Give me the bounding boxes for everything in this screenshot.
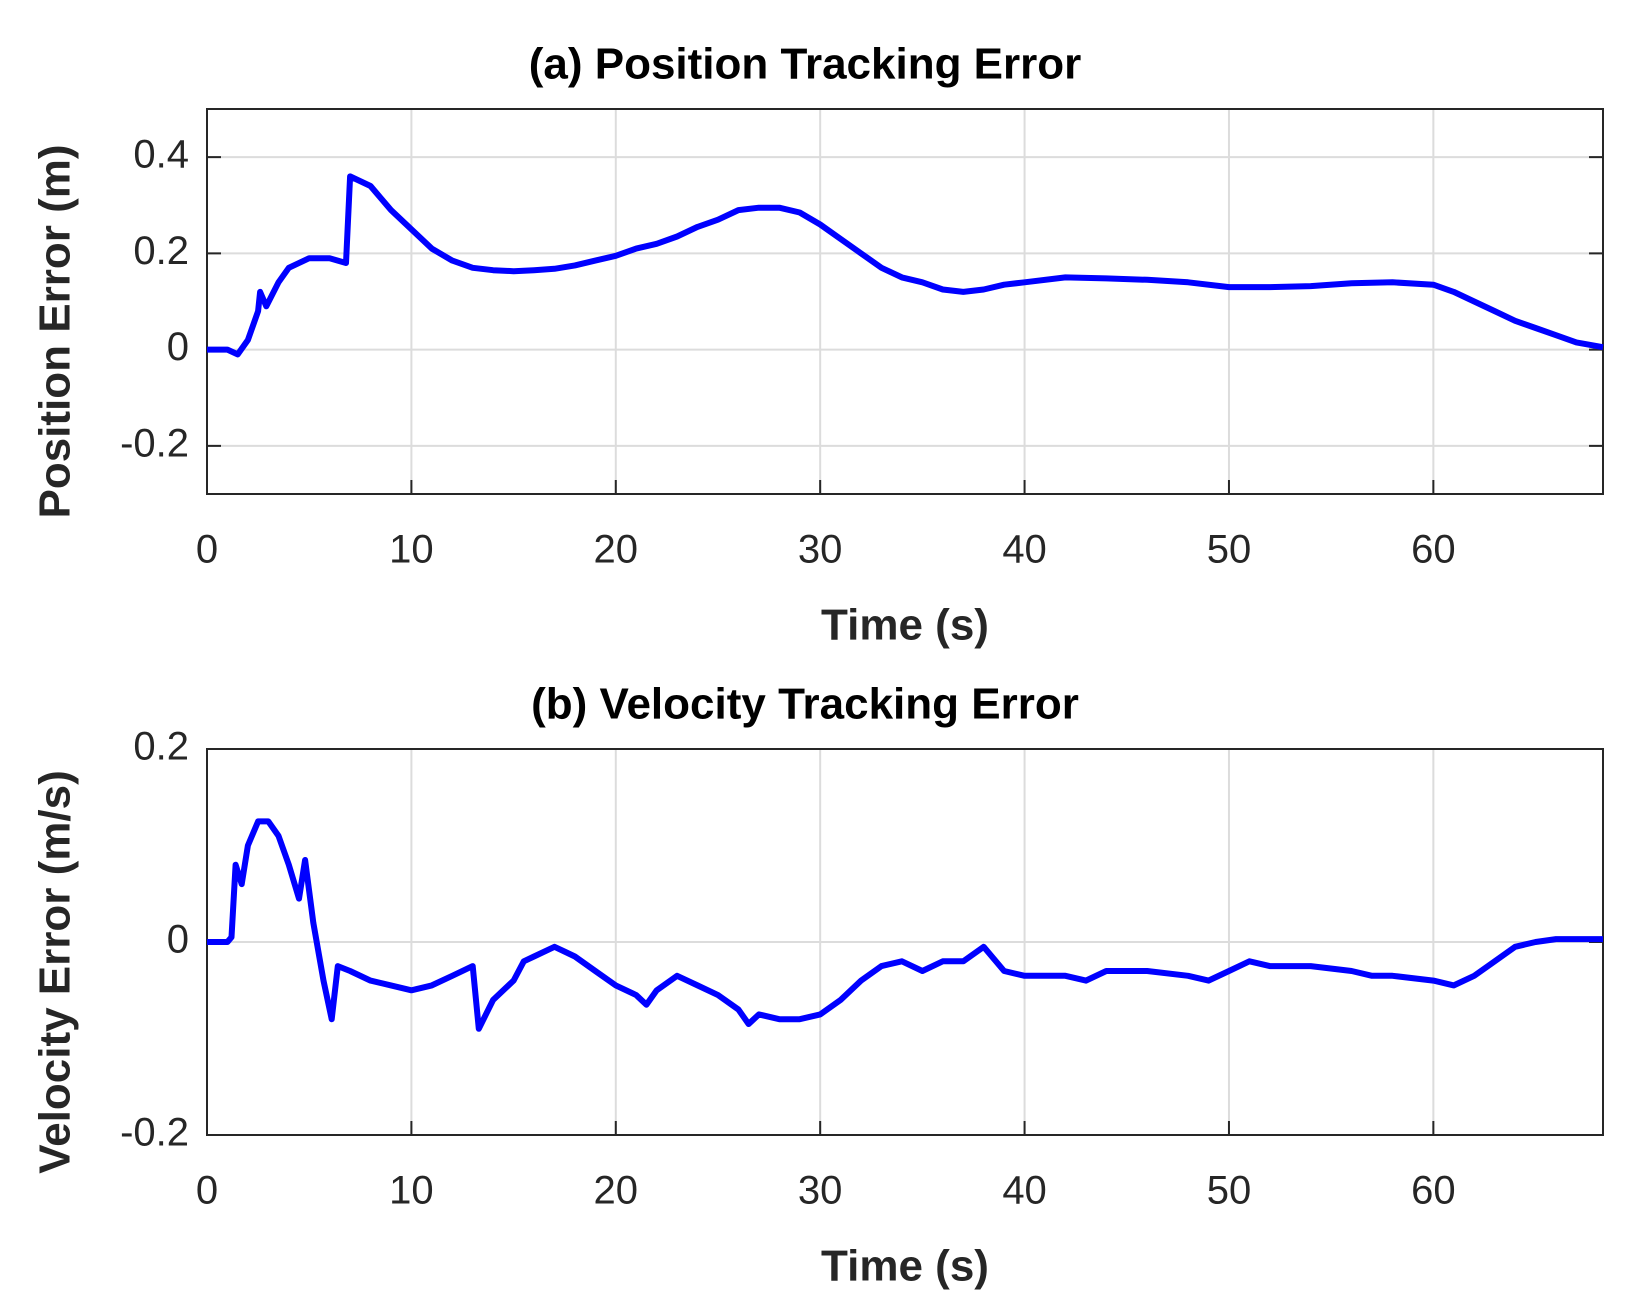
- x-tick-label: 10: [389, 528, 434, 572]
- x-tick-label: 50: [1207, 1169, 1252, 1213]
- x-tick-label: 0: [196, 528, 218, 572]
- x-tick-label: 60: [1411, 1169, 1456, 1213]
- x-tick-label: 0: [196, 1169, 218, 1213]
- x-tick-label: 60: [1411, 528, 1456, 572]
- x-tick-label: 30: [798, 1169, 843, 1213]
- plot-area: [207, 109, 1603, 494]
- y-tick-label: 0.2: [133, 229, 189, 273]
- y-tick-label: -0.2: [120, 421, 189, 465]
- y-tick-label: -0.2: [120, 1111, 189, 1155]
- x-tick-label: 20: [594, 1169, 639, 1213]
- y-tick-label: 0.2: [133, 725, 189, 769]
- x-tick-label: 30: [798, 528, 843, 572]
- line: [207, 818, 1603, 1032]
- x-axis-label: Time (s): [821, 601, 989, 650]
- axes-box: [206, 108, 1604, 495]
- y-tick-label: 0: [167, 325, 189, 369]
- y-tick-label: 0: [167, 918, 189, 962]
- y-axis-label: Position Error (m): [31, 144, 80, 518]
- x-tick-label: 50: [1207, 528, 1252, 572]
- x-tick-label: 10: [389, 1169, 434, 1213]
- chart-title: (a) Position Tracking Error: [529, 40, 1082, 89]
- line: [207, 173, 1604, 358]
- x-tick-label: 40: [1002, 1169, 1047, 1213]
- y-axis-label: Velocity Error (m/s): [31, 770, 80, 1173]
- x-tick-label: 20: [594, 528, 639, 572]
- chart-title: (b) Velocity Tracking Error: [531, 680, 1079, 729]
- x-tick-label: 40: [1002, 528, 1047, 572]
- y-tick-label: 0.4: [133, 133, 189, 177]
- x-axis-label: Time (s): [821, 1242, 989, 1291]
